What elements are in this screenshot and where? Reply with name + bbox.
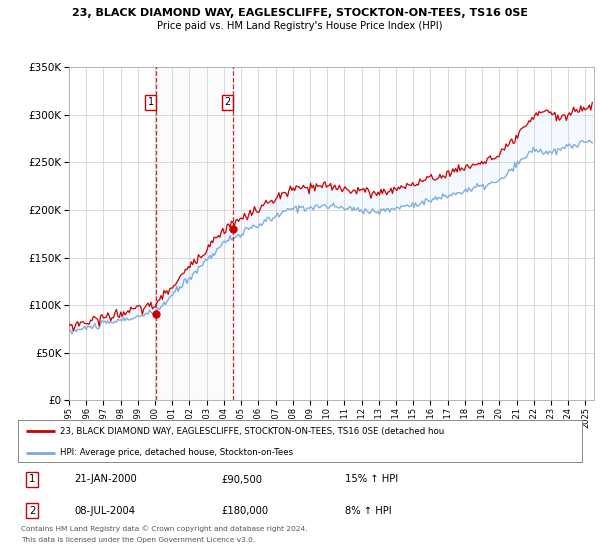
Text: HPI: Average price, detached house, Stockton-on-Tees: HPI: Average price, detached house, Stoc…: [60, 448, 293, 458]
Text: 2: 2: [224, 97, 231, 108]
Text: 23, BLACK DIAMOND WAY, EAGLESCLIFFE, STOCKTON-ON-TEES, TS16 0SE: 23, BLACK DIAMOND WAY, EAGLESCLIFFE, STO…: [72, 8, 528, 18]
Text: 1: 1: [148, 97, 154, 108]
Text: 23, BLACK DIAMOND WAY, EAGLESCLIFFE, STOCKTON-ON-TEES, TS16 0SE (detached hou: 23, BLACK DIAMOND WAY, EAGLESCLIFFE, STO…: [60, 427, 445, 436]
Text: 2: 2: [29, 506, 35, 516]
Text: 08-JUL-2004: 08-JUL-2004: [74, 506, 136, 516]
Text: This data is licensed under the Open Government Licence v3.0.: This data is licensed under the Open Gov…: [21, 536, 255, 543]
Text: 15% ↑ HPI: 15% ↑ HPI: [345, 474, 398, 484]
Text: 21-JAN-2000: 21-JAN-2000: [74, 474, 137, 484]
Bar: [156, 67, 233, 400]
Text: 8% ↑ HPI: 8% ↑ HPI: [345, 506, 392, 516]
Text: 1: 1: [29, 474, 35, 484]
Text: Price paid vs. HM Land Registry's House Price Index (HPI): Price paid vs. HM Land Registry's House …: [157, 21, 443, 31]
Text: £180,000: £180,000: [221, 506, 268, 516]
Text: Contains HM Land Registry data © Crown copyright and database right 2024.: Contains HM Land Registry data © Crown c…: [21, 525, 308, 532]
Text: £90,500: £90,500: [221, 474, 262, 484]
